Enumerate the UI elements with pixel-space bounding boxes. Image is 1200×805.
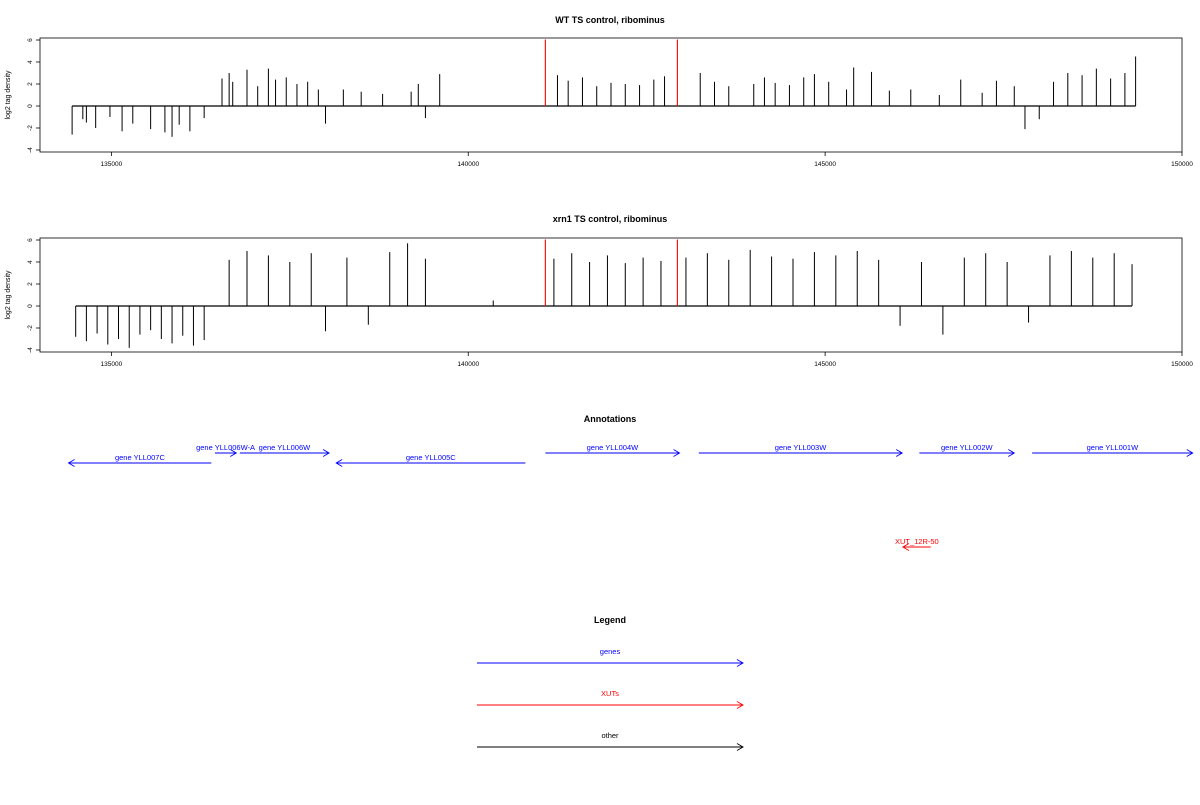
y-tick-label: 2	[27, 282, 34, 286]
panel-wt-y-axis: -4 -2 0 2 4 6	[27, 38, 40, 153]
panel-wt-frame	[39, 37, 1183, 153]
gene-arrow	[545, 449, 681, 457]
feature-label: gene YLL002W	[941, 443, 993, 452]
panel-wt: WT TS control, ribominus log2 tag densit…	[5, 15, 1193, 168]
legend: Legend genes XUTs other	[477, 615, 744, 751]
legend-items: genes XUTs other	[477, 647, 744, 751]
legend-arrow-gene	[477, 659, 744, 667]
gene-arrow	[67, 459, 212, 467]
annotations-title: Annotations	[584, 414, 637, 424]
gene-arrow	[1032, 449, 1194, 457]
annotation-features: gene YLL007C gene YLL006W-A gene YLL006W ge…	[67, 443, 1194, 551]
y-tick-label: 2	[27, 82, 34, 86]
panel-xrn1-ylabel: log2 tag density	[5, 270, 12, 320]
panel-xrn1-frame	[39, 237, 1183, 353]
x-tick-label: 150000	[1171, 161, 1193, 168]
panel-xrn1: xrn1 TS control, ribominus log2 tag dens…	[5, 214, 1193, 368]
y-tick-label: 0	[27, 304, 34, 308]
xut-arrow	[902, 543, 931, 551]
feature-label: gene YLL003W	[775, 443, 827, 452]
panel-xrn1-x-axis: 135000 140000 145000 150000	[101, 352, 1193, 368]
panel-xrn1-y-axis: -4 -2 0 2 4 6	[27, 238, 40, 353]
x-tick-label: 145000	[814, 361, 836, 368]
legend-arrow-other	[477, 743, 744, 751]
x-tick-label: 140000	[457, 361, 479, 368]
gene-arrow	[698, 449, 904, 457]
panel-wt-title: WT TS control, ribominus	[555, 15, 665, 25]
x-tick-label: 145000	[814, 161, 836, 168]
gene-arrow	[919, 449, 1016, 457]
feature-label: XUT_12R-50	[895, 537, 939, 546]
x-tick-label: 135000	[101, 161, 123, 168]
feature-label: gene YLL006W-A	[196, 443, 255, 452]
panel-wt-bars	[71, 39, 1137, 137]
x-tick-label: 135000	[101, 361, 123, 368]
panel-xrn1-bars	[75, 239, 1133, 348]
feature-label: gene YLL001W	[1087, 443, 1139, 452]
y-tick-label: -2	[27, 125, 34, 131]
panel-xrn1-title: xrn1 TS control, ribominus	[553, 214, 668, 224]
gene-arrow	[335, 459, 526, 467]
panel-wt-ylabel: log2 tag density	[5, 70, 12, 120]
gene-arrow	[239, 449, 330, 457]
y-tick-label: -4	[27, 347, 34, 353]
y-tick-label: 6	[27, 238, 34, 242]
legend-label-gene: genes	[600, 647, 621, 656]
legend-label-xut: XUTs	[601, 689, 619, 698]
y-tick-label: -4	[27, 147, 34, 153]
panel-wt-x-axis: 135000 140000 145000 150000	[101, 152, 1193, 168]
y-tick-label: 0	[27, 104, 34, 108]
feature-label: gene YLL004W	[587, 443, 639, 452]
y-tick-label: 4	[27, 260, 34, 264]
y-tick-label: 4	[27, 60, 34, 64]
gene-arrow	[214, 449, 238, 457]
y-tick-label: -2	[27, 325, 34, 331]
legend-label-other: other	[601, 731, 619, 740]
x-tick-label: 140000	[457, 161, 479, 168]
feature-label: gene YLL005C	[406, 453, 456, 462]
x-tick-label: 150000	[1171, 361, 1193, 368]
feature-label: gene YLL007C	[115, 453, 165, 462]
legend-arrow-xut	[477, 701, 744, 709]
feature-label: gene YLL006W	[259, 443, 311, 452]
y-tick-label: 6	[27, 38, 34, 42]
legend-title: Legend	[594, 615, 626, 625]
